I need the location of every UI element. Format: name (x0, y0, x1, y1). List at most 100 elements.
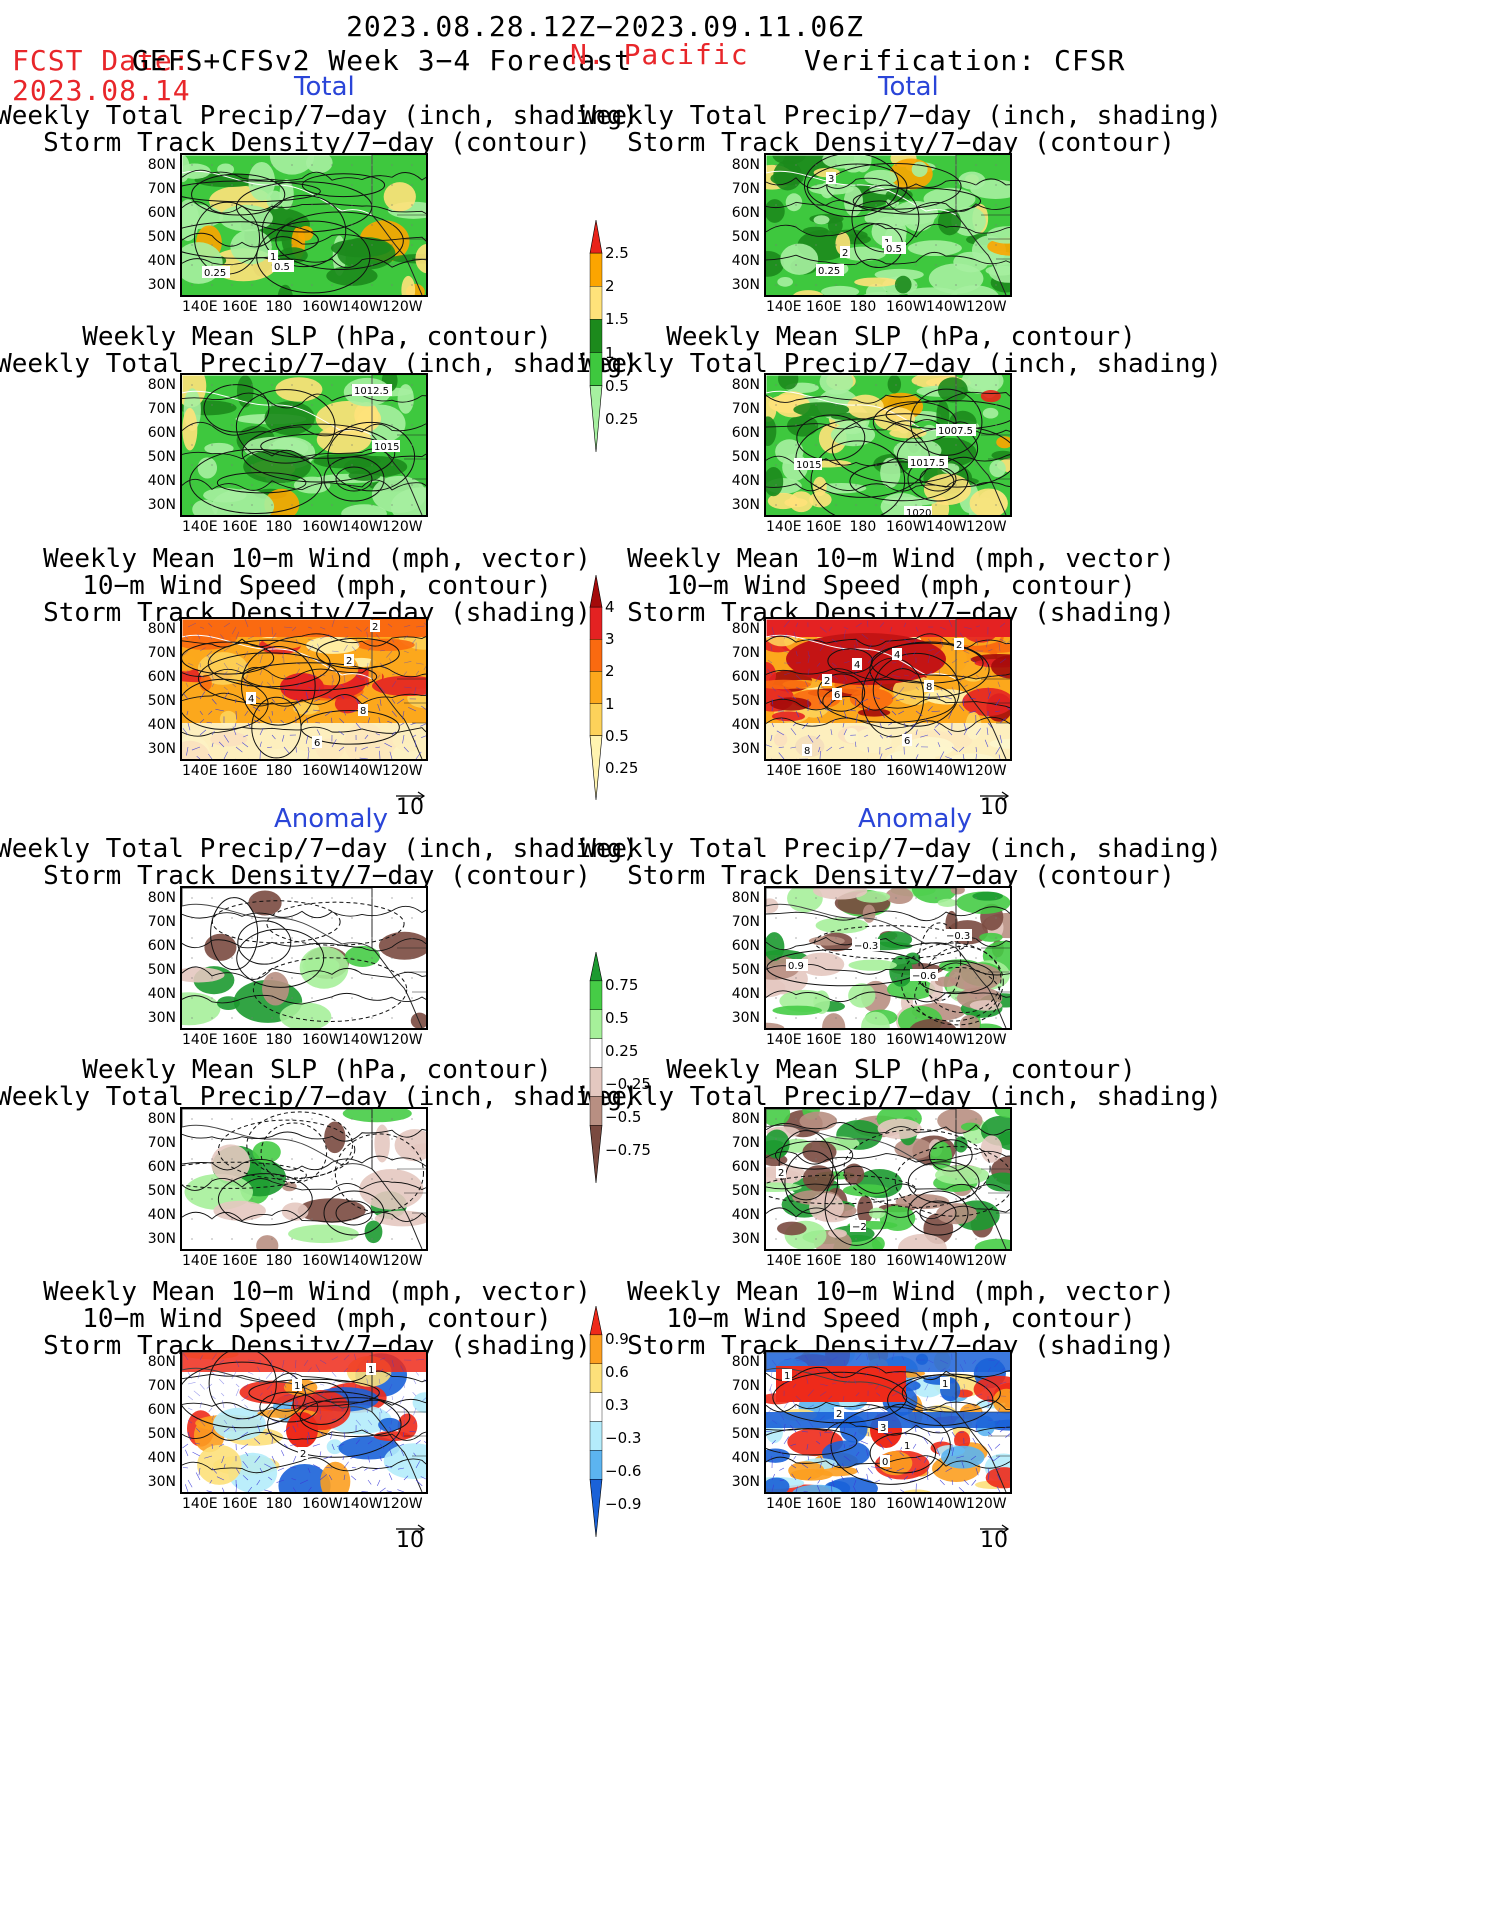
lon-label: 140W (342, 299, 383, 315)
lat-label: 30N (731, 277, 760, 293)
lat-label: 50N (731, 1426, 760, 1442)
map-panel-p5r: 2 −2 (764, 1107, 1012, 1251)
title-p1r: Weekly Total Precip/7−day (inch, shading… (580, 101, 1222, 158)
lon-label: 160E (222, 1032, 258, 1048)
lat-label: 30N (147, 277, 176, 293)
colorbar-tick-label: −0.75 (605, 1141, 651, 1159)
contour-label: 2 (370, 620, 380, 633)
contour-label: 0.5 (272, 260, 294, 273)
lat-label: 40N (147, 1450, 176, 1466)
reference-arrow-icon (390, 783, 430, 801)
lat-label: 30N (731, 1474, 760, 1490)
lat-label: 70N (731, 1378, 760, 1394)
map-field-p6l: 1 1 2 (182, 1352, 426, 1492)
lat-label: 50N (147, 1183, 176, 1199)
colorbar-storm_anom (589, 1306, 603, 1538)
svg-text:2: 2 (836, 1409, 842, 1420)
lat-label: 70N (147, 1135, 176, 1151)
colorbar-tick-label: 0.5 (605, 1009, 629, 1027)
map-panel-p4r: −0.3 0.9 −0.3 −0.6 (764, 886, 1012, 1030)
contour-label: 2 (776, 1166, 786, 1179)
section-total-left: Total (294, 72, 355, 102)
lon-label: 160E (806, 1253, 842, 1269)
contour-label: −2 (850, 1220, 867, 1233)
lat-label: 70N (147, 914, 176, 930)
lon-label: 140W (342, 1253, 383, 1269)
lat-label: 40N (147, 253, 176, 269)
lat-label: 60N (731, 425, 760, 441)
map-field-p5r: 2 −2 (766, 1109, 1010, 1249)
map-field-p3l: 2 2 4 8 6 (182, 619, 426, 759)
lat-label: 60N (731, 669, 760, 685)
map-panel-p2r: 1007.5 1015 1017.5 1020 (764, 373, 1012, 517)
lat-label: 50N (731, 693, 760, 709)
verification-label: Verification: CFSR (804, 44, 1126, 77)
section-anomaly-right: Anomaly (858, 804, 973, 834)
contour-label: 1012.5 (352, 384, 392, 397)
lon-label: 120W (382, 519, 423, 535)
lat-label: 40N (147, 473, 176, 489)
lon-label: 120W (966, 299, 1007, 315)
svg-text:0.5: 0.5 (274, 262, 290, 273)
contour-label: 1017.5 (908, 456, 948, 469)
lat-label: 50N (731, 449, 760, 465)
lon-label: 160W (886, 1253, 927, 1269)
lat-label: 80N (731, 621, 760, 637)
lat-label: 60N (147, 1402, 176, 1418)
lon-label: 180 (849, 1496, 877, 1512)
map-field-p3r: 2 4 4 2 8 6 6 8 (766, 619, 1010, 759)
svg-text:1: 1 (904, 1441, 910, 1452)
colorbar-tick-label: 2 (605, 277, 615, 296)
lon-label: 120W (966, 763, 1007, 779)
colorbar-precip_total (589, 220, 603, 453)
lon-label: 140W (926, 1253, 967, 1269)
svg-text:6: 6 (834, 690, 840, 701)
colorbar-tick-label: −0.5 (605, 1108, 642, 1126)
contour-label: 0.9 (786, 959, 808, 972)
lon-label: 120W (966, 1032, 1007, 1048)
lon-label: 180 (265, 519, 293, 535)
lat-label: 60N (731, 205, 760, 221)
lat-label: 40N (731, 717, 760, 733)
lon-label: 160E (806, 519, 842, 535)
map-field-p1l: 0.25 0.51 (182, 155, 426, 295)
lon-label: 160E (806, 763, 842, 779)
svg-text:2: 2 (372, 622, 378, 633)
map-field-p5l (182, 1109, 426, 1249)
lon-label: 140W (926, 1496, 967, 1512)
lon-label: 160E (222, 763, 258, 779)
lat-label: 60N (147, 205, 176, 221)
lat-label: 40N (731, 473, 760, 489)
lat-label: 70N (147, 181, 176, 197)
lat-label: 50N (147, 962, 176, 978)
svg-text:6: 6 (314, 738, 320, 749)
lat-label: 30N (147, 1474, 176, 1490)
svg-text:1: 1 (270, 252, 276, 263)
lon-label: 140E (766, 519, 802, 535)
colorbar-storm_total (589, 575, 603, 801)
svg-text:1015: 1015 (796, 460, 821, 471)
map-panel-p4l (180, 886, 428, 1030)
svg-text:1017.5: 1017.5 (910, 458, 945, 469)
fcst-date-label: FCST Date: (12, 44, 191, 77)
reference-arrow-icon (974, 783, 1014, 801)
lon-label: 180 (265, 1032, 293, 1048)
map-field-p1r: 320.2510.5 (766, 155, 1010, 295)
map-field-p4r: −0.3 0.9 −0.3 −0.6 (766, 888, 1010, 1028)
lon-label: 160E (222, 1496, 258, 1512)
svg-text:0: 0 (882, 1457, 888, 1468)
lat-label: 60N (731, 1159, 760, 1175)
contour-label: 2 (954, 638, 964, 651)
svg-text:3: 3 (828, 174, 834, 185)
lon-label: 140E (766, 1496, 802, 1512)
svg-text:2: 2 (824, 676, 830, 687)
lat-label: 50N (731, 962, 760, 978)
map-field-p4l (182, 888, 426, 1028)
lat-label: 80N (731, 890, 760, 906)
lon-label: 140E (766, 299, 802, 315)
lon-label: 140W (342, 519, 383, 535)
lat-label: 40N (147, 1207, 176, 1223)
colorbar-tick-label: 0.75 (605, 976, 639, 994)
contour-label: 8 (924, 680, 934, 693)
lat-label: 80N (147, 621, 176, 637)
